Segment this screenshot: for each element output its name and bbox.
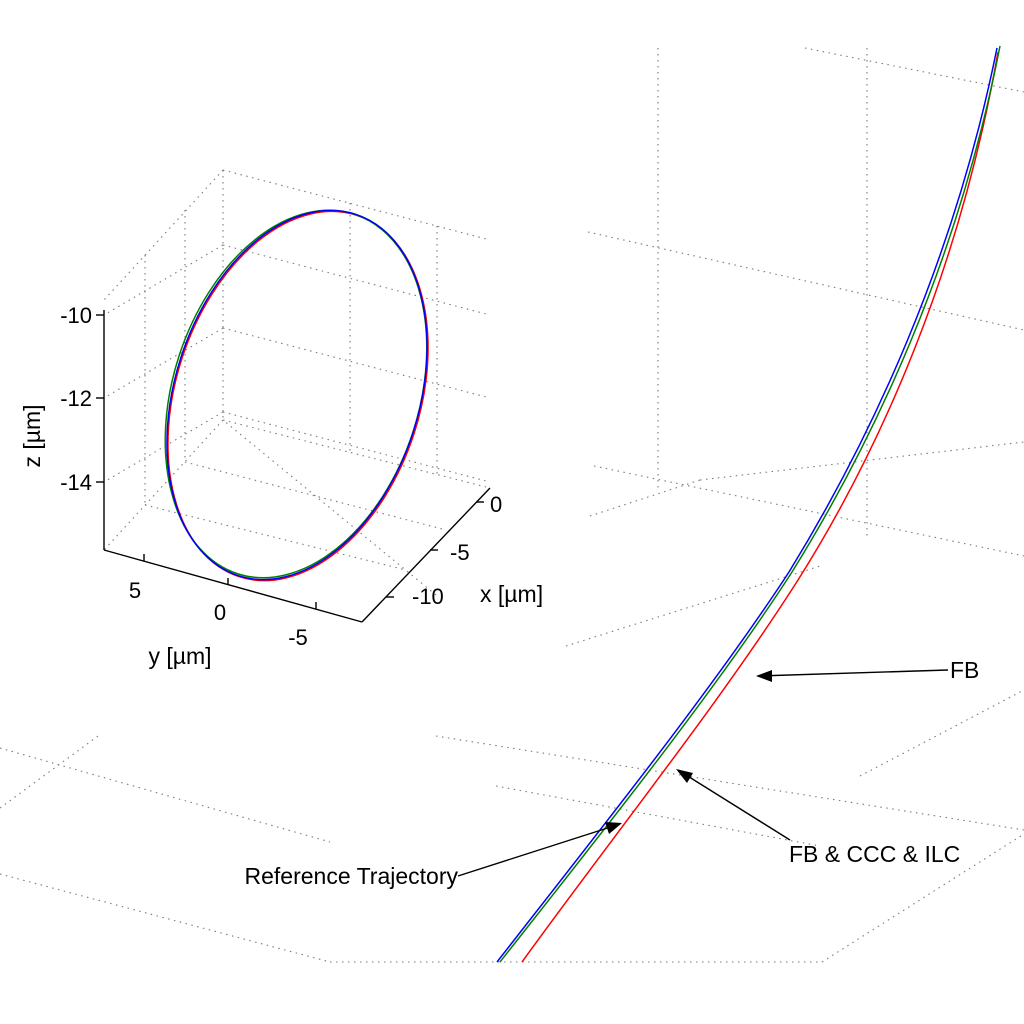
fb-arrow: [757, 669, 949, 677]
zoom-series-reference: [496, 47, 998, 963]
fb-ccc-ilc-arrow: [677, 769, 791, 841]
y-axis-label: y [µm]: [148, 643, 211, 669]
fb-ccc-ilc-arrowhead: [676, 769, 693, 783]
zoom-series-fb: [521, 51, 999, 963]
reference-arrow: [457, 823, 621, 877]
inset-grid: [103, 169, 491, 596]
y-tick-label: 0: [214, 600, 226, 625]
fb-arrowhead: [756, 670, 772, 682]
inset-series-fb: [167, 210, 429, 582]
y-tick-label: 5: [129, 578, 141, 603]
annotation-reference-trajectory: Reference Trajectory: [245, 863, 459, 889]
x-axis-label: x [µm]: [480, 581, 543, 607]
inset-axes: [96, 310, 491, 623]
inset-series-reference: [166, 209, 428, 581]
z-tick-label: -10: [60, 303, 92, 328]
x-tick-label: -5: [450, 540, 470, 565]
inset-3d-plot: -10 -12 -14 5 0 -5 0 -5 -10 z [µm] y [µm…: [19, 169, 543, 669]
zoom-traces: [496, 45, 1001, 963]
z-axis-label: z [µm]: [19, 404, 45, 467]
inset-traces: [164, 209, 429, 582]
annotation-fb: FB: [950, 657, 979, 683]
annotation-fb-ccc-ilc: FB & CCC & ILC: [789, 841, 960, 867]
zoom-series-fb-ccc-ilc: [499, 45, 1001, 963]
y-tick-label: -5: [288, 625, 308, 650]
x-tick-label: 0: [490, 492, 502, 517]
reference-arrowhead: [605, 822, 622, 834]
x-tick-label: -10: [412, 584, 444, 609]
annotations: FB FB & CCC & ILC Reference Trajectory: [245, 657, 980, 889]
z-tick-label: -12: [60, 386, 92, 411]
z-tick-label: -14: [60, 470, 92, 495]
zoom-grid: [0, 47, 1024, 963]
